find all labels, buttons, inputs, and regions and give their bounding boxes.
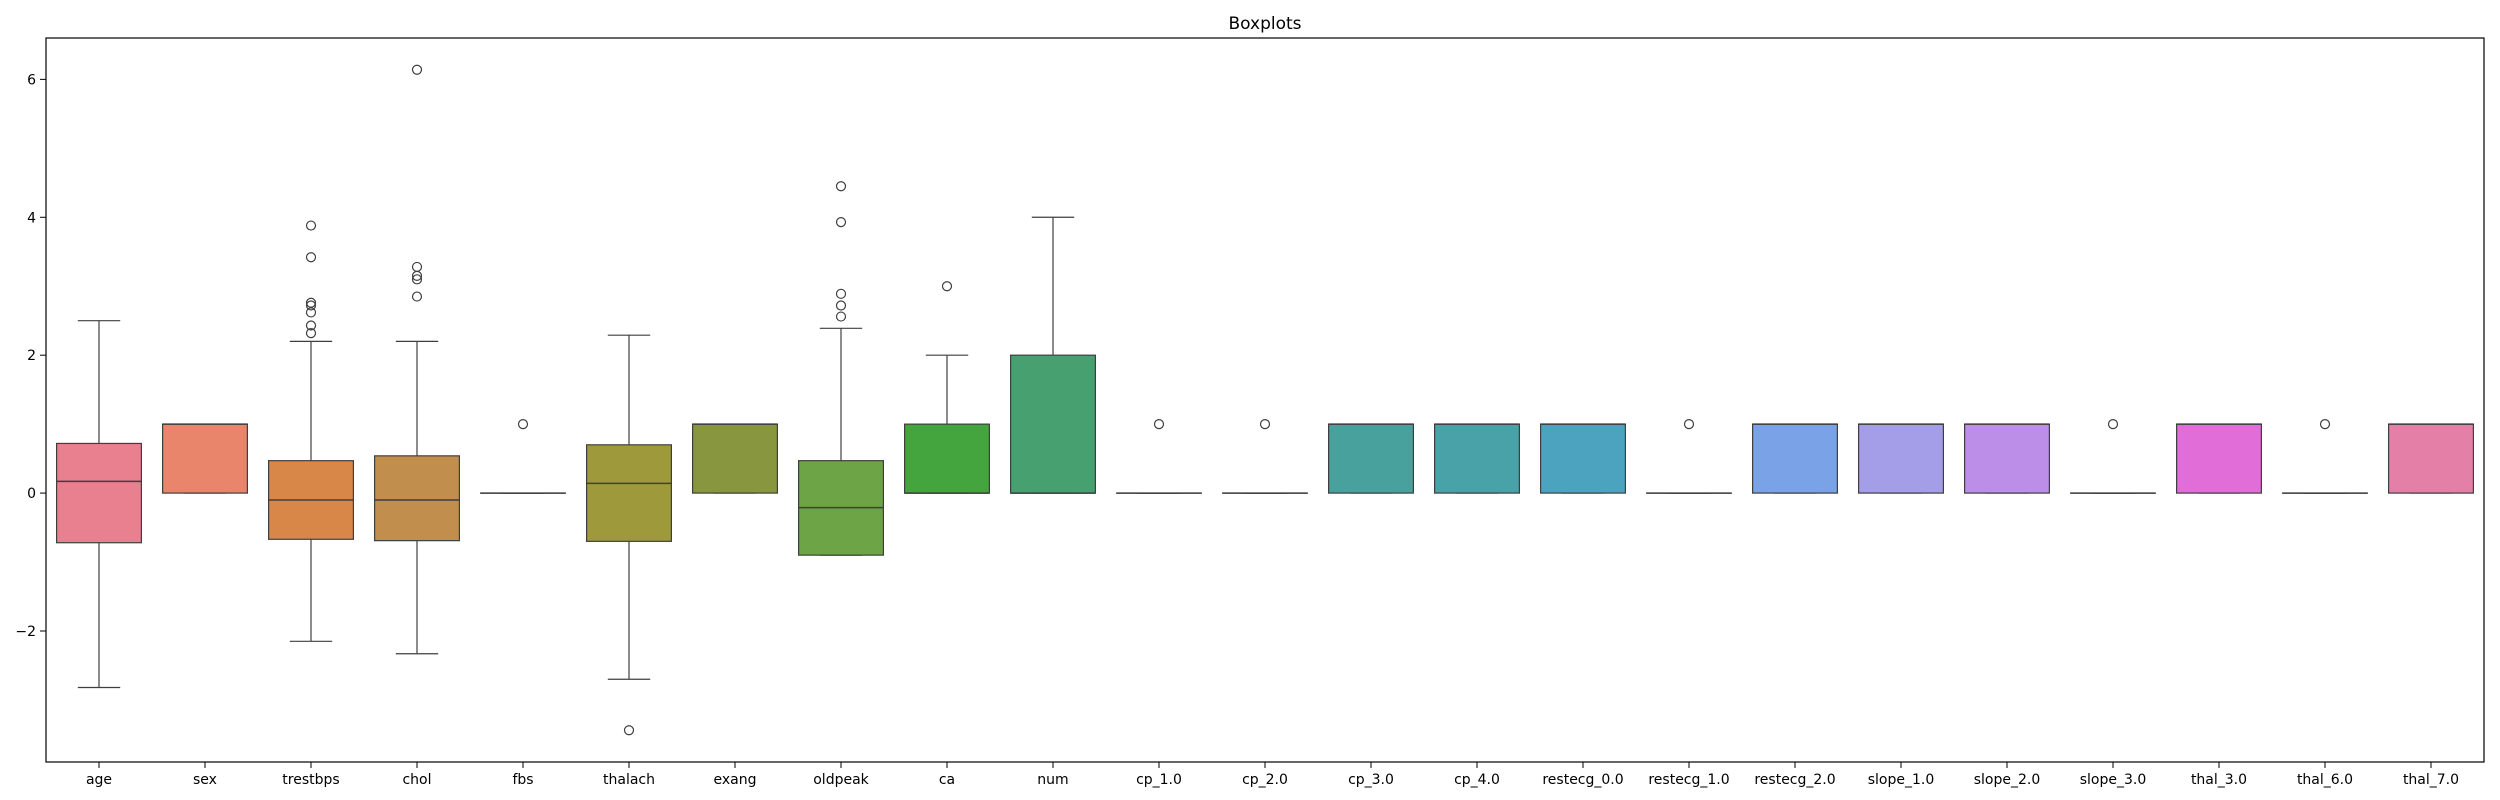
box-ca bbox=[903, 423, 990, 494]
x-tick-label: cp_2.0 bbox=[1242, 772, 1288, 788]
x-tick-label: cp_3.0 bbox=[1348, 772, 1394, 788]
y-tick-label: 6 bbox=[27, 72, 36, 88]
box-num bbox=[1009, 354, 1096, 494]
outlier-point bbox=[305, 300, 317, 311]
outlier-point bbox=[835, 311, 847, 322]
x-tick-label: slope_2.0 bbox=[1974, 772, 2041, 788]
x-tick-label: exang bbox=[714, 772, 757, 788]
outlier-point bbox=[305, 252, 317, 263]
box-restecg_0.0 bbox=[1539, 423, 1626, 494]
x-tick-label: thal_3.0 bbox=[2191, 772, 2247, 788]
x-tick-label: restecg_1.0 bbox=[1648, 772, 1729, 788]
outlier-point bbox=[411, 274, 423, 285]
x-tick-label: fbs bbox=[512, 772, 533, 788]
box-chol bbox=[374, 455, 461, 542]
outlier-point bbox=[623, 725, 635, 736]
x-tick-label: cp_1.0 bbox=[1136, 772, 1182, 788]
x-tick-label: thal_6.0 bbox=[2297, 772, 2353, 788]
box-cp_4.0 bbox=[1433, 423, 1520, 494]
y-tick-label: −2 bbox=[15, 624, 36, 640]
plot-area: −2 0 2 4 6 age sex trestbps chol fbs thalach exang o… bbox=[15, 64, 2475, 788]
box-restecg_2.0 bbox=[1751, 423, 1838, 494]
outlier-point bbox=[835, 288, 847, 299]
chart-title: Boxplots bbox=[1228, 14, 1301, 34]
outlier-point bbox=[2107, 419, 2119, 430]
box-age bbox=[55, 442, 143, 544]
box-sex bbox=[162, 423, 249, 494]
outlier-point bbox=[305, 307, 317, 318]
x-tick-label: cp_4.0 bbox=[1454, 772, 1500, 788]
box-thalach bbox=[585, 444, 672, 542]
box-thal_7.0 bbox=[2388, 423, 2475, 494]
outlier-point bbox=[835, 217, 847, 228]
outlier-point bbox=[411, 291, 423, 302]
x-tick-label: chol bbox=[402, 772, 431, 788]
y-tick-label: 4 bbox=[27, 210, 36, 226]
x-tick-label: ca bbox=[939, 772, 955, 788]
outlier-point bbox=[411, 261, 423, 273]
outlier-point bbox=[941, 281, 953, 292]
x-tick-label: slope_3.0 bbox=[2080, 772, 2147, 788]
outlier-point bbox=[835, 181, 847, 192]
box-cp_3.0 bbox=[1327, 423, 1414, 494]
outlier-point bbox=[517, 419, 529, 430]
outlier-point bbox=[411, 64, 423, 75]
outlier-point bbox=[1683, 419, 1695, 430]
outlier-point bbox=[305, 220, 317, 231]
x-tick-label: thal_7.0 bbox=[2403, 772, 2459, 788]
outlier-point bbox=[1259, 419, 1271, 430]
box-exang bbox=[691, 423, 778, 494]
x-tick-label: restecg_0.0 bbox=[1542, 772, 1623, 788]
x-tick-label: oldpeak bbox=[813, 772, 869, 788]
outlier-point bbox=[835, 300, 847, 311]
y-tick-label: 2 bbox=[27, 348, 36, 364]
outlier-point bbox=[305, 297, 317, 308]
x-tick-label: num bbox=[1037, 772, 1068, 788]
box-thal_3.0 bbox=[2176, 423, 2263, 494]
outlier-point bbox=[305, 328, 317, 339]
box-slope_2.0 bbox=[1963, 423, 2050, 494]
x-tick-label: slope_1.0 bbox=[1868, 772, 1935, 788]
outlier-point bbox=[1153, 419, 1165, 430]
x-tick-label: age bbox=[86, 772, 112, 788]
x-tick-label: thalach bbox=[603, 772, 655, 788]
y-tick-label: 0 bbox=[27, 486, 36, 502]
box-slope_1.0 bbox=[1857, 423, 1944, 494]
x-tick-label: sex bbox=[193, 772, 217, 788]
axes-frame bbox=[45, 37, 2485, 763]
x-tick-label: restecg_2.0 bbox=[1754, 772, 1835, 788]
x-tick-label: trestbps bbox=[282, 772, 339, 788]
outlier-point bbox=[305, 320, 317, 331]
outlier-point bbox=[2319, 419, 2331, 430]
